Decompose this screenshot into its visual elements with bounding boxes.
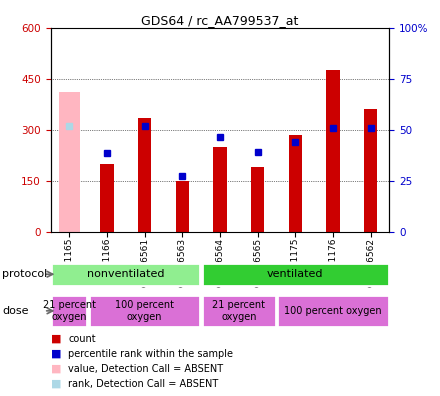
Text: ■: ■ bbox=[51, 379, 61, 389]
Bar bbox=[202, 295, 276, 327]
Text: ■: ■ bbox=[51, 333, 61, 344]
Text: protocol: protocol bbox=[2, 269, 48, 279]
Bar bbox=[100, 164, 114, 232]
Text: ■: ■ bbox=[51, 364, 61, 374]
Bar bbox=[202, 263, 389, 286]
Text: percentile rank within the sample: percentile rank within the sample bbox=[68, 348, 233, 359]
Bar bbox=[213, 147, 227, 232]
Bar bbox=[51, 295, 88, 327]
Text: nonventilated: nonventilated bbox=[87, 269, 165, 279]
Text: ■: ■ bbox=[51, 348, 61, 359]
Bar bbox=[277, 295, 389, 327]
Bar bbox=[289, 135, 302, 232]
Bar bbox=[138, 118, 151, 232]
Text: ventilated: ventilated bbox=[267, 269, 323, 279]
Bar bbox=[51, 263, 201, 286]
Bar bbox=[326, 70, 340, 232]
Text: dose: dose bbox=[2, 306, 29, 316]
Title: GDS64 / rc_AA799537_at: GDS64 / rc_AA799537_at bbox=[141, 13, 299, 27]
Bar bbox=[251, 167, 264, 232]
Text: 21 percent
oxygen: 21 percent oxygen bbox=[43, 300, 96, 322]
Bar bbox=[89, 295, 201, 327]
Text: 100 percent oxygen: 100 percent oxygen bbox=[284, 306, 382, 316]
Bar bbox=[176, 181, 189, 232]
Bar bbox=[59, 92, 80, 232]
Text: value, Detection Call = ABSENT: value, Detection Call = ABSENT bbox=[68, 364, 224, 374]
Text: count: count bbox=[68, 333, 96, 344]
Text: 100 percent
oxygen: 100 percent oxygen bbox=[115, 300, 174, 322]
Text: rank, Detection Call = ABSENT: rank, Detection Call = ABSENT bbox=[68, 379, 218, 389]
Bar bbox=[364, 109, 377, 232]
Text: 21 percent
oxygen: 21 percent oxygen bbox=[213, 300, 265, 322]
